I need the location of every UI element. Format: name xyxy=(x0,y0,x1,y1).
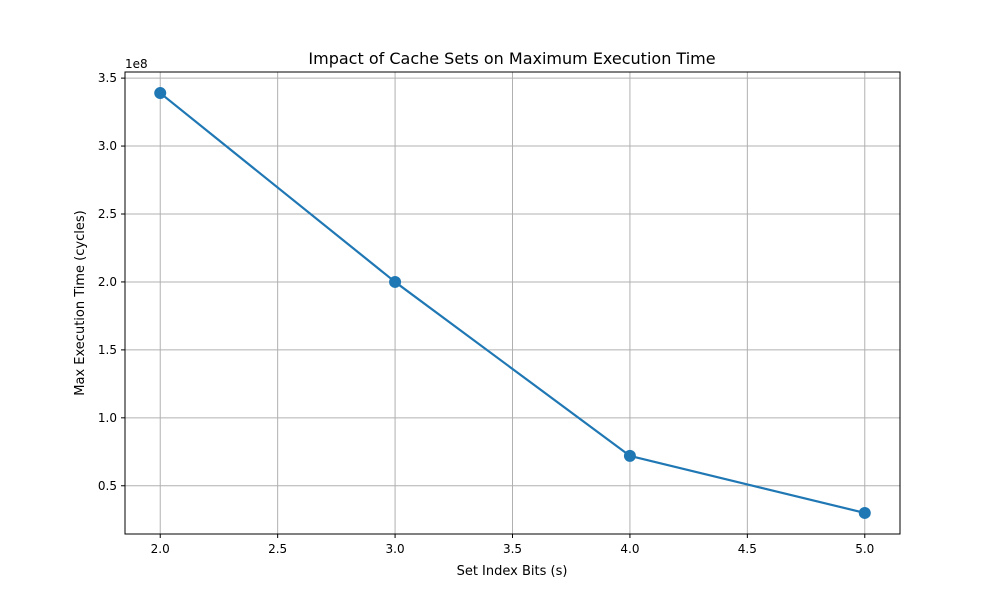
y-tick-label: 1.0 xyxy=(98,411,117,425)
y-tick-label: 2.5 xyxy=(98,207,117,221)
x-tick-label: 3.5 xyxy=(503,542,522,556)
data-point xyxy=(154,87,167,100)
y-tick-label: 1.5 xyxy=(98,343,117,357)
x-tick-label: 2.0 xyxy=(151,542,170,556)
x-axis: 2.0 2.5 3.0 3.5 4.0 4.5 5.0 xyxy=(151,534,874,556)
series-line xyxy=(159,92,866,515)
x-tick-label: 4.5 xyxy=(738,542,757,556)
y-offset-label: 1e8 xyxy=(125,57,148,71)
series-layer xyxy=(154,87,871,519)
data-point xyxy=(389,275,402,288)
grid xyxy=(125,72,900,534)
y-tick-label: 3.0 xyxy=(98,139,117,153)
x-tick-label: 5.0 xyxy=(855,542,874,556)
y-tick-label: 3.5 xyxy=(98,71,117,85)
y-tick-label: 2.0 xyxy=(98,275,117,289)
chart-title: Impact of Cache Sets on Maximum Executio… xyxy=(308,49,715,68)
x-axis-label: Set Index Bits (s) xyxy=(457,564,568,579)
x-tick-label: 3.0 xyxy=(386,542,405,556)
data-point xyxy=(858,506,871,519)
y-axis-label: Max Execution Time (cycles) xyxy=(73,210,88,395)
y-axis: 0.5 1.0 1.5 2.0 2.5 3.0 3.5 xyxy=(98,71,125,493)
data-point xyxy=(623,449,636,462)
y-tick-label: 0.5 xyxy=(98,479,117,493)
x-tick-label: 2.5 xyxy=(268,542,287,556)
x-tick-label: 4.0 xyxy=(620,542,639,556)
